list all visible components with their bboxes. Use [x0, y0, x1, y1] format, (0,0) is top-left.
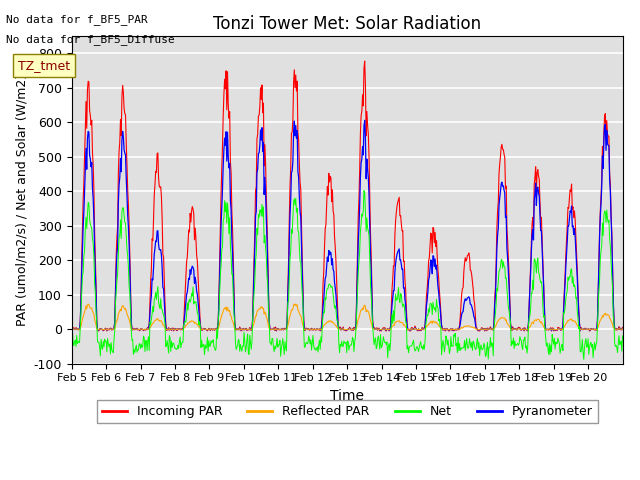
- Net: [132, 342, 140, 348]
- Reflected PAR: [619, 326, 627, 332]
- Reflected PAR: [436, 324, 444, 330]
- Pyranometer: [404, 327, 412, 333]
- Incoming PAR: [283, 326, 291, 332]
- Reflected PAR: [234, 326, 241, 332]
- Net: [436, 316, 444, 322]
- Line: Reflected PAR: Reflected PAR: [72, 304, 623, 330]
- Text: No data for f_BF5_PAR: No data for f_BF5_PAR: [6, 14, 148, 25]
- Pyranometer: [234, 326, 241, 332]
- Incoming PAR: [436, 298, 444, 303]
- Net: [619, 333, 627, 339]
- Reflected PAR: [291, 301, 298, 307]
- Pyranometer: [619, 325, 627, 331]
- Legend: Incoming PAR, Reflected PAR, Net, Pyranometer: Incoming PAR, Reflected PAR, Net, Pyrano…: [97, 400, 598, 423]
- Y-axis label: PAR (umol/m2/s) / Net and Solar (W/m2): PAR (umol/m2/s) / Net and Solar (W/m2): [15, 74, 28, 326]
- Reflected PAR: [406, 327, 414, 333]
- Net: [68, 332, 76, 337]
- Incoming PAR: [133, 325, 141, 331]
- Pyranometer: [548, 328, 556, 334]
- X-axis label: Time: Time: [330, 389, 364, 403]
- Net: [282, 345, 289, 351]
- Pyranometer: [436, 299, 444, 304]
- Reflected PAR: [282, 326, 289, 332]
- Net: [404, 350, 412, 356]
- Title: Tonzi Tower Met: Solar Radiation: Tonzi Tower Met: Solar Radiation: [213, 15, 481, 33]
- Text: No data for f_BF5_Diffuse: No data for f_BF5_Diffuse: [6, 34, 175, 45]
- Pyranometer: [361, 118, 369, 123]
- Line: Pyranometer: Pyranometer: [72, 120, 623, 331]
- Pyranometer: [132, 326, 140, 332]
- Incoming PAR: [262, 161, 269, 167]
- Net: [360, 188, 368, 193]
- Net: [261, 232, 269, 238]
- Line: Net: Net: [72, 191, 623, 360]
- Net: [580, 357, 588, 362]
- Incoming PAR: [68, 326, 76, 332]
- Incoming PAR: [94, 328, 102, 334]
- Incoming PAR: [361, 58, 369, 64]
- Incoming PAR: [405, 326, 413, 332]
- Reflected PAR: [261, 309, 269, 315]
- Incoming PAR: [234, 326, 242, 332]
- Pyranometer: [68, 326, 76, 332]
- Pyranometer: [282, 326, 289, 332]
- Reflected PAR: [132, 326, 140, 332]
- Incoming PAR: [619, 324, 627, 330]
- Line: Incoming PAR: Incoming PAR: [72, 61, 623, 331]
- Pyranometer: [261, 174, 269, 180]
- Reflected PAR: [68, 326, 76, 332]
- Net: [234, 343, 241, 349]
- Reflected PAR: [404, 326, 412, 332]
